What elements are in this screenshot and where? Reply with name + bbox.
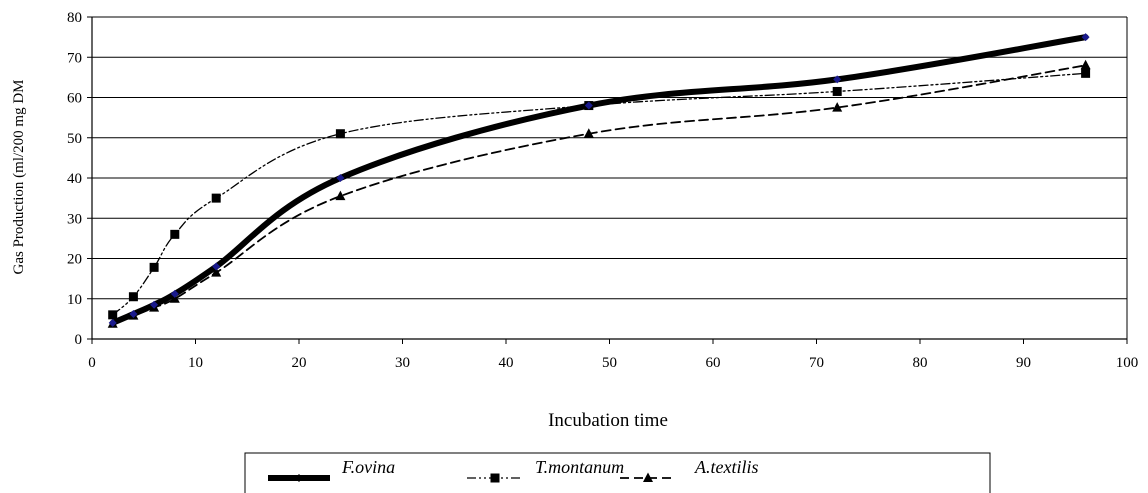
data-point-t-montanum-72 bbox=[832, 86, 842, 96]
y-tick-label-30: 30 bbox=[67, 211, 82, 227]
data-point-t-montanum-2 bbox=[108, 310, 118, 320]
y-tick-label-10: 10 bbox=[67, 292, 82, 308]
y-axis-title: Gas Production (ml/200 mg DM bbox=[11, 80, 27, 275]
legend-box bbox=[244, 452, 991, 493]
data-point-t-montanum-6 bbox=[149, 262, 159, 272]
data-point-f-ovina-2 bbox=[108, 318, 117, 327]
markers-layer bbox=[107, 33, 1091, 328]
y-tick-label-50: 50 bbox=[67, 131, 82, 147]
legend-marker-t-montanum bbox=[490, 473, 500, 483]
x-tick-label-70: 70 bbox=[809, 355, 824, 371]
y-tick-label-70: 70 bbox=[67, 50, 82, 66]
legend-marker-a-textilis bbox=[643, 472, 653, 482]
y-tick-label-0: 0 bbox=[75, 332, 83, 348]
legend: F.ovina T.montanum A.textilis bbox=[244, 452, 991, 493]
data-point-f-ovina-4 bbox=[129, 310, 138, 319]
data-point-f-ovina-12 bbox=[212, 262, 221, 271]
x-tick-label-30: 30 bbox=[395, 355, 410, 371]
x-tick-label-20: 20 bbox=[292, 355, 307, 371]
data-point-a-textilis-24 bbox=[335, 190, 346, 201]
x-tick-label-90: 90 bbox=[1016, 355, 1031, 371]
data-point-t-montanum-96 bbox=[1081, 68, 1091, 78]
data-point-a-textilis-8 bbox=[169, 293, 180, 303]
y-tick-label-40: 40 bbox=[67, 171, 82, 187]
data-point-f-ovina-72 bbox=[833, 75, 842, 84]
x-axis-ticks: 0 10 20 30 40 50 60 70 80 90 100 bbox=[88, 339, 1138, 371]
data-point-a-textilis-96 bbox=[1080, 59, 1091, 70]
data-point-t-montanum-12 bbox=[211, 193, 221, 203]
data-point-t-montanum-4 bbox=[128, 292, 138, 302]
series-line-f-ovina bbox=[109, 34, 1089, 326]
x-tick-label-0: 0 bbox=[88, 355, 96, 371]
y-axis-ticks: 0 10 20 30 40 50 60 70 80 bbox=[67, 10, 92, 348]
y-tick-label-80: 80 bbox=[67, 10, 82, 26]
y-tick-label-60: 60 bbox=[67, 91, 82, 107]
legend-label-f-ovina: F.ovina bbox=[341, 457, 395, 477]
data-point-f-ovina-6 bbox=[150, 300, 159, 309]
x-tick-label-60: 60 bbox=[706, 355, 721, 371]
data-point-f-ovina-48 bbox=[584, 101, 593, 110]
x-tick-label-80: 80 bbox=[913, 355, 928, 371]
x-tick-label-50: 50 bbox=[602, 355, 617, 371]
data-point-t-montanum-8 bbox=[170, 229, 180, 239]
data-point-f-ovina-96 bbox=[1081, 33, 1090, 42]
data-point-f-ovina-24 bbox=[336, 174, 345, 182]
legend-label-a-textilis: A.textilis bbox=[694, 457, 758, 477]
legend-label-t-montanum: T.montanum bbox=[535, 457, 624, 477]
data-point-t-montanum-24 bbox=[335, 129, 345, 139]
series-line-t-montanum bbox=[112, 72, 1087, 316]
y-tick-label-20: 20 bbox=[67, 252, 82, 268]
gridlines bbox=[92, 16, 1127, 300]
x-tick-label-40: 40 bbox=[499, 355, 514, 371]
data-point-a-textilis-48 bbox=[583, 128, 594, 138]
x-axis-title: Incubation time bbox=[548, 410, 668, 431]
data-point-f-ovina-8 bbox=[170, 289, 179, 298]
series-layer bbox=[109, 34, 1089, 326]
data-point-a-textilis-72 bbox=[832, 102, 843, 112]
data-point-a-textilis-12 bbox=[211, 267, 222, 277]
x-tick-label-10: 10 bbox=[188, 355, 203, 371]
x-tick-label-100: 100 bbox=[1116, 355, 1139, 371]
legend-marker-f-ovina bbox=[295, 474, 303, 482]
